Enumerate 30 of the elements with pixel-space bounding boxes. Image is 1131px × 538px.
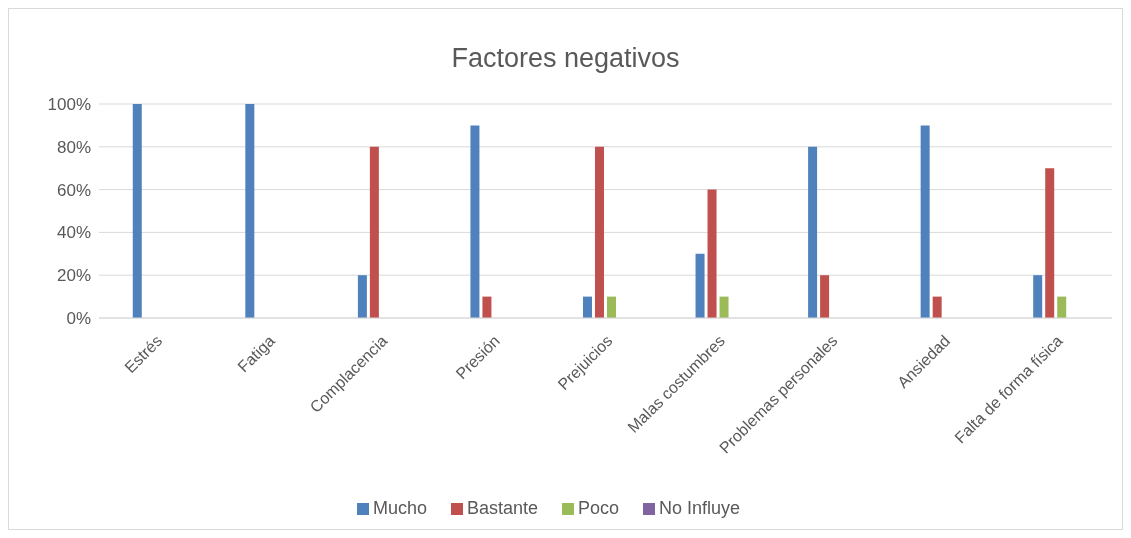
- bar: [719, 296, 729, 318]
- bar: [920, 125, 930, 318]
- y-tick-label: 80%: [56, 137, 91, 157]
- bar: [582, 296, 592, 318]
- y-tick-label: 100%: [47, 95, 91, 115]
- bar: [820, 275, 830, 318]
- bar: [470, 125, 480, 318]
- bar: [932, 296, 942, 318]
- chart-title: Factores negativos: [450, 43, 681, 74]
- y-tick-label: 60%: [56, 180, 91, 200]
- bar: [808, 146, 818, 318]
- bar: [695, 253, 705, 318]
- y-tick-label: 40%: [56, 223, 91, 243]
- bar: [1033, 275, 1043, 318]
- bar: [245, 104, 255, 318]
- legend-label: Bastante: [466, 498, 538, 518]
- legend-label: No Influye: [659, 498, 741, 518]
- y-tick-label: 20%: [56, 266, 91, 286]
- bar: [357, 275, 367, 318]
- bar: [594, 146, 604, 318]
- bar: [707, 189, 717, 318]
- legend-label: Poco: [578, 498, 620, 518]
- bar: [1057, 296, 1067, 318]
- legend-label: Mucho: [372, 498, 427, 518]
- bar: [482, 296, 492, 318]
- bar: [132, 104, 142, 318]
- bar: [606, 296, 616, 318]
- bar: [369, 146, 379, 318]
- y-tick-label: 0%: [66, 309, 91, 329]
- bar: [1045, 168, 1055, 318]
